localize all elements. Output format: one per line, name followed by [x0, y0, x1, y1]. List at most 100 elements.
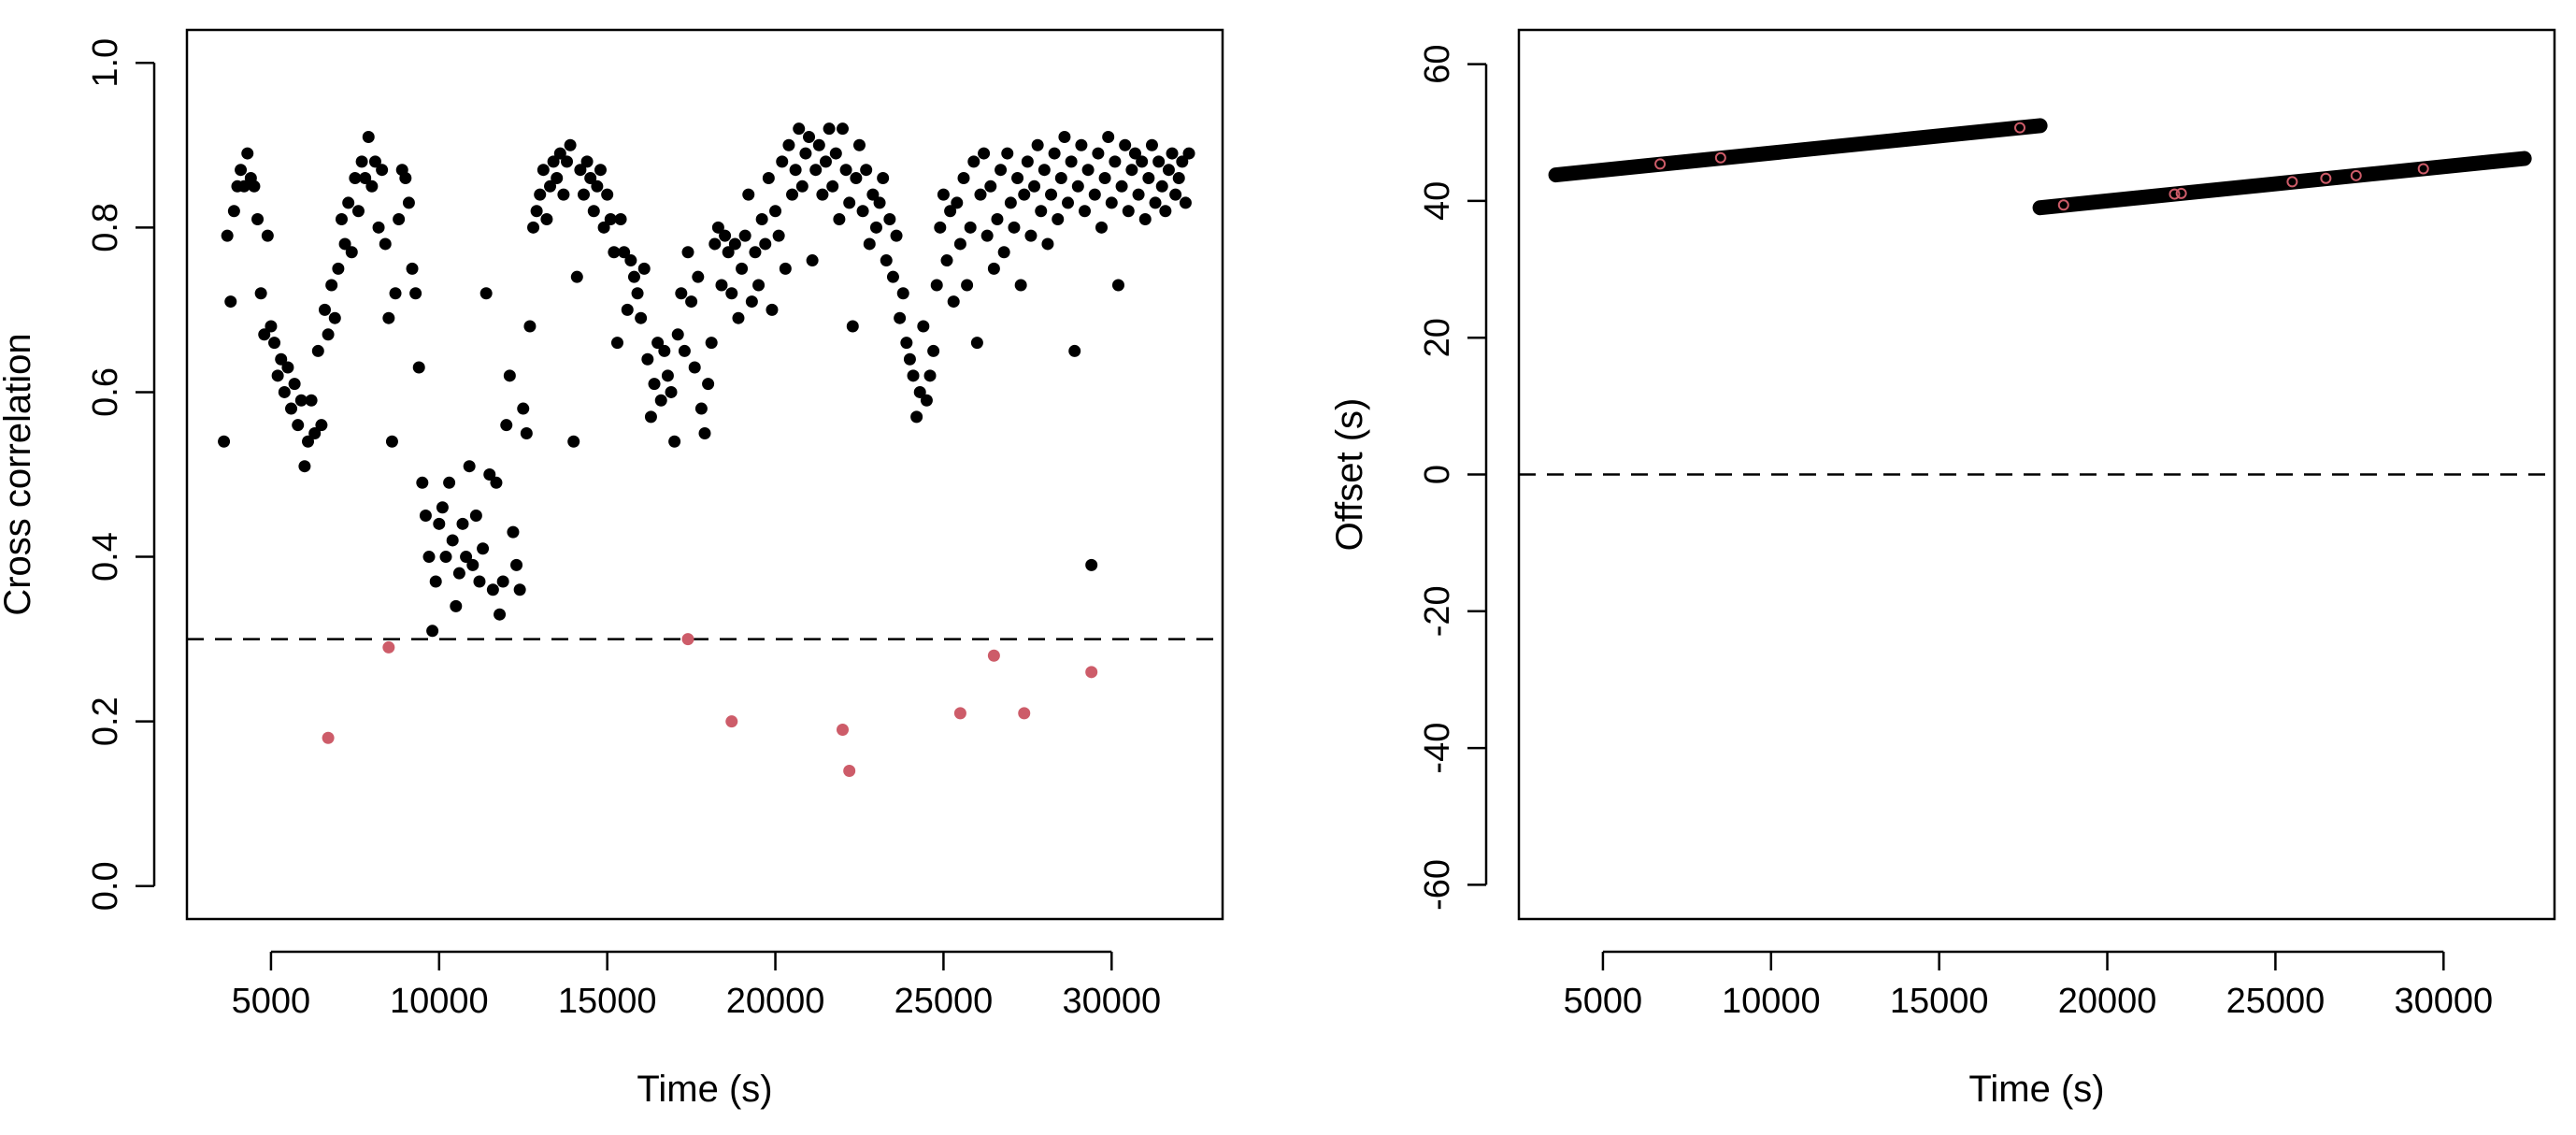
data-point [1024, 229, 1038, 242]
data-point [820, 155, 833, 168]
data-point [345, 246, 358, 259]
y-tick-label: 0.2 [86, 697, 125, 746]
data-point [591, 180, 604, 193]
data-point [473, 575, 486, 588]
data-point [880, 254, 893, 267]
data-point [708, 237, 722, 251]
data-point [460, 551, 473, 564]
data-point [1111, 279, 1124, 292]
data-point [315, 419, 328, 432]
y-tick-label: -40 [1418, 723, 1457, 774]
data-point [551, 172, 564, 184]
data-point [1011, 172, 1024, 184]
plot-frame [185, 28, 1224, 921]
data-point [957, 172, 970, 184]
data-point [961, 279, 974, 292]
data-point [978, 147, 991, 160]
data-point [406, 262, 419, 275]
data-point [927, 344, 940, 357]
data-point [910, 410, 923, 424]
y-axis: -60 -40 -20 0 20 40 60 [1418, 44, 1488, 911]
data-point [883, 213, 896, 226]
data-point [237, 180, 250, 193]
data-point [1128, 147, 1141, 160]
data-point [678, 344, 691, 357]
x-tick-label: 30000 [2394, 982, 2493, 1021]
data-point [483, 468, 496, 481]
data-point [702, 378, 715, 391]
data-point [1054, 172, 1067, 184]
data-point [937, 188, 950, 201]
data-point [335, 213, 348, 226]
data-point [399, 172, 412, 184]
data-point [275, 352, 288, 366]
data-point [1068, 344, 1081, 357]
data-point [789, 164, 802, 177]
data-point [463, 460, 476, 473]
data-point [288, 378, 301, 391]
data-point [311, 344, 324, 357]
data-point [1119, 138, 1132, 151]
data-point [1081, 164, 1095, 177]
data-point [648, 378, 661, 391]
data-point [597, 221, 610, 234]
data-point [422, 551, 436, 564]
data-point [793, 122, 806, 136]
y-tick-label: -20 [1418, 585, 1457, 637]
y-tick-label: 20 [1418, 318, 1457, 357]
offset-panel: 5000 10000 15000 20000 25000 30000 -60 -40 -20 0 2… [1329, 28, 2556, 1110]
data-point [1142, 172, 1155, 184]
offset-segment [2032, 151, 2532, 216]
data-point [1079, 205, 1092, 218]
data-point [829, 147, 842, 160]
data-point [806, 254, 819, 267]
data-point [1085, 558, 1098, 571]
data-point [725, 287, 738, 300]
data-point [917, 320, 930, 333]
y-axis-title: Offset (s) [1329, 398, 1370, 552]
data-point [1092, 147, 1105, 160]
x-tick-label: 15000 [1890, 982, 1989, 1021]
data-point [1062, 196, 1075, 209]
data-point [500, 419, 513, 432]
data-point [322, 731, 335, 744]
series-accepted [218, 122, 1195, 638]
data-point [903, 352, 916, 366]
data-point [896, 287, 909, 300]
data-point [856, 205, 869, 218]
data-point [409, 287, 422, 300]
data-point [934, 221, 947, 234]
data-point [738, 229, 751, 242]
series-rejected [1654, 122, 2429, 211]
data-point [860, 164, 873, 177]
data-point [728, 237, 741, 251]
data-point [1166, 147, 1179, 160]
data-point [456, 517, 469, 530]
data-point [688, 361, 701, 374]
data-point [328, 311, 341, 324]
data-point [967, 155, 980, 168]
data-point [782, 138, 795, 151]
data-point [227, 205, 240, 218]
data-point [1122, 205, 1135, 218]
data-point [1155, 180, 1168, 193]
data-point [517, 402, 530, 415]
data-point [732, 311, 745, 324]
data-point [433, 517, 446, 530]
data-point [540, 213, 553, 226]
data-point [382, 311, 395, 324]
y-tick-label: 0.8 [86, 203, 125, 252]
data-point [658, 344, 671, 357]
data-point [1014, 279, 1027, 292]
x-axis-title: Time (s) [637, 1069, 772, 1110]
data-point [762, 172, 775, 184]
data-point [671, 328, 684, 341]
data-point [812, 138, 825, 151]
data-point [873, 196, 886, 209]
offset-segment [1548, 118, 2048, 183]
y-tick-label: 0.6 [86, 367, 125, 417]
data-point [635, 311, 648, 324]
data-point [803, 130, 816, 143]
data-point [251, 213, 265, 226]
data-point [826, 180, 839, 193]
